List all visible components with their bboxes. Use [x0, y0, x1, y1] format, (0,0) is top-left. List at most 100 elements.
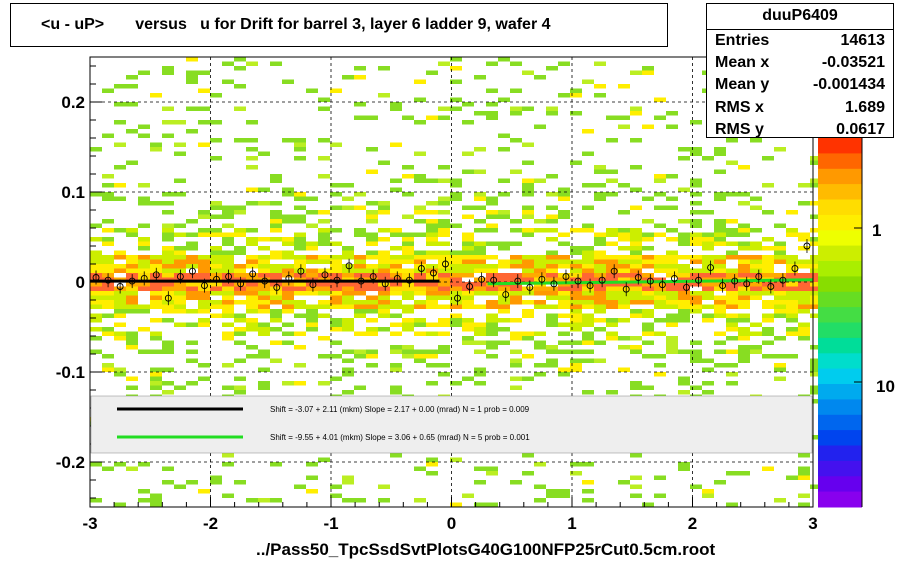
heatmap-cell	[150, 336, 162, 341]
y-tick-label: 0.1	[61, 183, 85, 202]
heatmap-cell	[330, 192, 342, 197]
heatmap-cell	[282, 264, 294, 269]
heatmap-cell	[330, 183, 342, 188]
heatmap-cell	[810, 367, 822, 372]
heatmap-cell	[162, 66, 174, 71]
heatmap-cell	[246, 295, 258, 300]
heatmap-cell	[354, 102, 366, 107]
heatmap-cell	[426, 304, 438, 309]
heatmap-cell	[690, 232, 702, 237]
heatmap-cell	[714, 192, 726, 197]
heatmap-cell	[162, 268, 174, 273]
heatmap-cell	[162, 192, 174, 197]
heatmap-cell	[174, 282, 186, 287]
heatmap-cell	[126, 268, 138, 273]
heatmap-cell	[498, 318, 510, 323]
stats-row-mean-x: Mean x -0.03521	[715, 54, 885, 71]
heatmap-cell	[330, 376, 342, 381]
heatmap-cell	[534, 363, 546, 368]
heatmap-cell	[654, 205, 666, 210]
heatmap-cell	[330, 291, 342, 296]
heatmap-cell	[222, 336, 234, 341]
heatmap-cell	[366, 237, 378, 242]
heatmap-cell	[294, 232, 306, 237]
heatmap-cell	[174, 142, 186, 147]
heatmap-cell	[678, 349, 690, 354]
heatmap-cell	[762, 286, 774, 291]
heatmap-cell	[690, 385, 702, 390]
heatmap-cell	[570, 286, 582, 291]
heatmap-cell	[126, 345, 138, 350]
stats-row-entries: Entries 14613	[715, 32, 885, 49]
heatmap-cell	[474, 340, 486, 345]
heatmap-cell	[522, 228, 534, 233]
heatmap-cell	[126, 295, 138, 300]
heatmap-cell	[354, 354, 366, 359]
heatmap-cell	[534, 300, 546, 305]
heatmap-cell	[786, 295, 798, 300]
profile-point	[658, 281, 666, 289]
heatmap-cell	[462, 255, 474, 260]
heatmap-cell	[342, 390, 354, 395]
heatmap-cell	[642, 309, 654, 314]
heatmap-cell	[654, 232, 666, 237]
heatmap-cell	[546, 66, 558, 71]
heatmap-cell	[246, 259, 258, 264]
heatmap-cell	[690, 358, 702, 363]
heatmap-cell	[666, 300, 678, 305]
heatmap-cell	[702, 367, 714, 372]
heatmap-cell	[654, 268, 666, 273]
heatmap-cell	[138, 462, 150, 467]
heatmap-cell	[426, 255, 438, 260]
heatmap-cell	[294, 273, 306, 278]
heatmap-cell	[198, 489, 210, 494]
heatmap-cell	[138, 183, 150, 188]
heatmap-cell	[294, 142, 306, 147]
heatmap-cell	[162, 381, 174, 386]
heatmap-cell	[714, 300, 726, 305]
heatmap-cell	[450, 268, 462, 273]
heatmap-cell	[462, 336, 474, 341]
heatmap-cell	[246, 237, 258, 242]
heatmap-cell	[474, 286, 486, 291]
heatmap-cell	[606, 300, 618, 305]
heatmap-cell	[198, 142, 210, 147]
heatmap-cell	[150, 498, 162, 503]
heatmap-cell	[402, 250, 414, 255]
heatmap-cell	[798, 282, 810, 287]
heatmap-cell	[306, 259, 318, 264]
heatmap-cell	[642, 246, 654, 251]
heatmap-cell	[222, 214, 234, 219]
heatmap-cell	[366, 363, 378, 368]
heatmap-cell	[666, 237, 678, 242]
heatmap-cell	[510, 106, 522, 111]
heatmap-cell	[294, 282, 306, 287]
heatmap-cell	[510, 376, 522, 381]
heatmap-cell	[486, 268, 498, 273]
heatmap-cell	[474, 259, 486, 264]
heatmap-cell	[282, 340, 294, 345]
heatmap-cell	[438, 277, 450, 282]
heatmap-cell	[162, 133, 174, 138]
heatmap-cell	[498, 309, 510, 314]
heatmap-cell	[606, 390, 618, 395]
heatmap-cell	[786, 264, 798, 269]
heatmap-cell	[282, 237, 294, 242]
palette-label: 10	[876, 377, 895, 396]
heatmap-cell	[102, 183, 114, 188]
heatmap-cell	[774, 300, 786, 305]
heatmap-cell	[306, 286, 318, 291]
heatmap-cell	[258, 327, 270, 332]
x-tick-label: -2	[203, 514, 218, 533]
heatmap-cell	[282, 187, 294, 192]
heatmap-cell	[318, 354, 330, 359]
palette-cell	[818, 138, 862, 154]
heatmap-cell	[510, 286, 522, 291]
profile-point	[297, 267, 305, 275]
heatmap-cell	[678, 381, 690, 386]
palette-cell	[818, 337, 862, 354]
heatmap-cell	[462, 259, 474, 264]
heatmap-cell	[234, 286, 246, 291]
heatmap-cell	[750, 255, 762, 260]
